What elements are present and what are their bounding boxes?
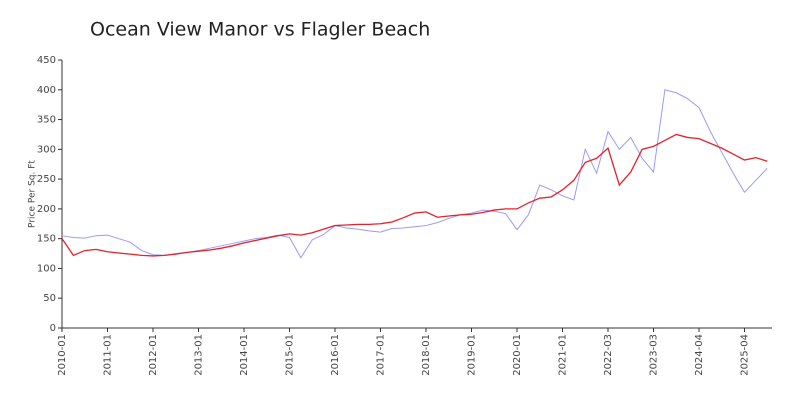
y-tick-label: 100 (37, 263, 56, 274)
x-tick-label: 2014-01 (239, 334, 250, 376)
y-tick-label: 450 (37, 55, 56, 66)
line-series (61, 133, 768, 257)
y-tick-label: 300 (37, 144, 56, 155)
y-tick-label: 350 (37, 115, 56, 126)
x-tick-label: 2017-01 (376, 334, 387, 376)
y-tick-label: 150 (37, 234, 56, 245)
x-tick-label: 2015-01 (285, 334, 296, 376)
y-tick-label: 0 (50, 323, 56, 334)
line-series (61, 89, 768, 259)
y-tick-label: 50 (43, 293, 56, 304)
x-tick-label: 2025-04 (740, 334, 751, 376)
x-tick-label: 2012-01 (148, 334, 159, 376)
y-tick-label: 200 (37, 204, 56, 215)
x-tick-label: 2021-01 (558, 334, 569, 376)
x-tick-label: 2011-01 (103, 334, 114, 376)
y-tick-label: 400 (37, 85, 56, 96)
x-tick-label: 2010-01 (57, 334, 68, 376)
x-tick-label: 2024-04 (694, 334, 705, 376)
x-tick-label: 2019-01 (467, 334, 478, 376)
x-tick-label: 2023-03 (649, 334, 660, 376)
x-tick-label: 2020-01 (512, 334, 523, 376)
x-tick-label: 2018-01 (421, 334, 432, 376)
y-tick-label: 250 (37, 174, 56, 185)
chart-title: Ocean View Manor vs Flagler Beach (90, 19, 430, 41)
x-tick-label: 2016-01 (330, 334, 341, 376)
y-axis-label: Price Per Sq. Ft (28, 160, 38, 228)
x-tick-label: 2022-03 (603, 334, 614, 376)
x-tick-label: 2013-01 (194, 334, 205, 376)
